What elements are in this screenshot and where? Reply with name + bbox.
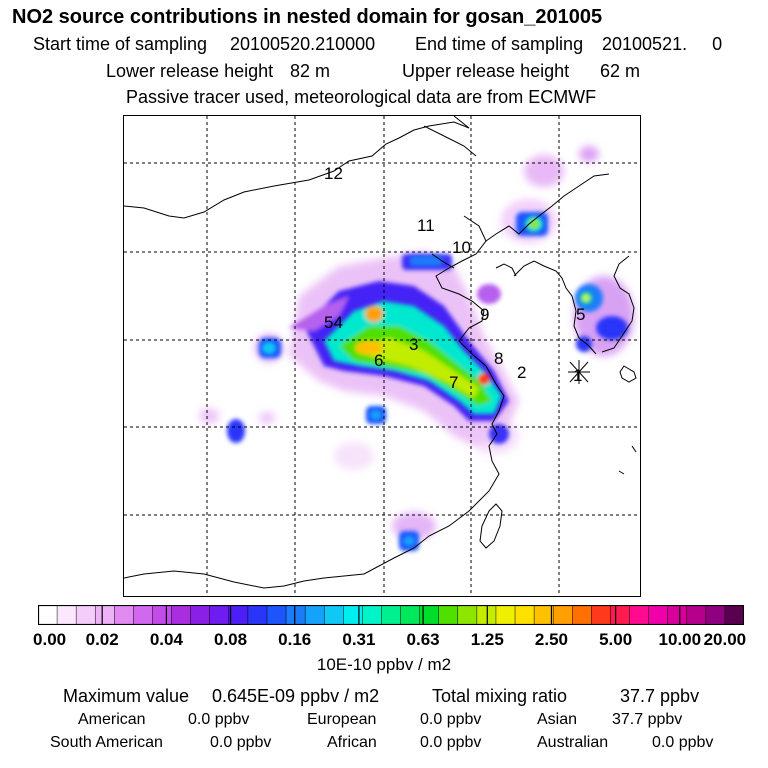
colorbar-cell (285, 605, 306, 625)
lower-release-value: 82 m (290, 61, 331, 81)
colorbar-cell (304, 605, 325, 625)
colorbar-cell (362, 605, 383, 625)
colorbar-cell (629, 605, 650, 625)
colorbar (38, 605, 744, 625)
colorbar-cell (209, 605, 230, 625)
colorbar-cell (190, 605, 211, 625)
colorbar-cell (114, 605, 135, 625)
map-panel: 12 11 10 9 54 3 6 8 7 2 5 1 (123, 115, 641, 597)
region-label-7: 7 (449, 373, 458, 392)
colorbar-tick-label: 10.00 (658, 630, 702, 649)
coastlines (124, 116, 637, 589)
colorbar-tick-label: 20.00 (703, 630, 747, 649)
colorbar-cell (552, 605, 574, 625)
colorbar-cell (343, 605, 364, 625)
colorbar-cell (133, 605, 154, 625)
map-svg: 12 11 10 9 54 3 6 8 7 2 5 1 (124, 116, 640, 596)
source-value-european: 0.0 ppbv (420, 711, 482, 728)
source-name-australian: Australian (537, 734, 609, 751)
total-mixing-value: 37.7 ppbv (620, 686, 700, 706)
source-value-american: 0.0 ppbv (188, 711, 250, 728)
upper-release-label: Upper release height (402, 61, 570, 81)
source-name-african: African (327, 734, 377, 751)
colorbar-cell (514, 605, 535, 625)
region-label-6: 6 (374, 351, 383, 370)
tracer-note: Passive tracer used, meteorological data… (126, 87, 597, 107)
colorbar-cell (533, 605, 554, 625)
end-time-value: 20100521. 0 (602, 34, 723, 54)
start-time-value: 20100520.210000 (230, 34, 376, 54)
colorbar-cell (667, 605, 688, 625)
colorbar-tick-label: 2.50 (534, 630, 568, 649)
colorbar-cell (400, 605, 421, 625)
region-label-3: 3 (409, 335, 418, 354)
start-time-label: Start time of sampling (33, 34, 208, 54)
source-value-asian: 37.7 ppbv (612, 711, 683, 728)
region-label-11: 11 (417, 216, 435, 235)
region-label-1: 1 (573, 366, 582, 385)
colorbar-cell (152, 605, 173, 625)
colorbar-tick-label: 0.02 (85, 630, 119, 649)
upper-release-value: 62 m (600, 61, 641, 81)
colorbar-cell (591, 605, 612, 625)
colorbar-cell (686, 605, 707, 625)
colorbar-cell (648, 605, 669, 625)
graticule (124, 116, 640, 596)
concentration-core (262, 216, 592, 546)
colorbar-tick-label: 0.31 (342, 630, 376, 649)
max-value-label: Maximum value (63, 686, 190, 706)
region-label-10: 10 (452, 238, 471, 257)
region-label-12: 12 (324, 164, 343, 183)
region-labels: 12 11 10 9 54 3 6 8 7 2 5 1 (324, 164, 585, 392)
colorbar-tick-label: 0.63 (406, 630, 440, 649)
source-value-south-american: 0.0 ppbv (210, 734, 272, 751)
colorbar-cell (228, 605, 249, 625)
source-name-south-american: South American (50, 734, 163, 751)
colorbar-cell (457, 605, 478, 625)
region-label-2: 2 (517, 363, 526, 382)
source-value-australian: 0.0 ppbv (652, 734, 714, 751)
colorbar-major-ticks (38, 605, 744, 625)
source-name-european: European (307, 711, 377, 728)
star-receptor-icon (568, 360, 590, 384)
colorbar-cell (724, 605, 744, 625)
max-value: 0.645E-09 ppbv / m2 (212, 686, 380, 706)
colorbar-tick-label: 0.16 (278, 630, 312, 649)
colorbar-cell (94, 605, 116, 625)
colorbar-cell (610, 605, 631, 625)
source-name-asian: Asian (537, 711, 578, 728)
colorbar-cells (38, 605, 744, 625)
colorbar-tick-label: 1.25 (470, 630, 504, 649)
colorbar-tick-label: 0.00 (33, 630, 67, 649)
colorbar-cell (381, 605, 402, 625)
colorbar-frame (38, 605, 744, 625)
colorbar-cell (38, 605, 58, 625)
colorbar-cell (171, 605, 192, 625)
region-label-5: 5 (576, 305, 585, 324)
region-label-9: 9 (480, 305, 489, 324)
colorbar-cell (266, 605, 287, 625)
plot-title: NO2 source contributions in nested domai… (12, 6, 603, 28)
lower-release-label: Lower release height (106, 61, 274, 81)
colorbar-cell (247, 605, 268, 625)
colorbar-tick-label: 5.00 (599, 630, 633, 649)
colorbar-unit: 10E-10 ppbv / m2 (316, 655, 452, 674)
colorbar-cell (495, 605, 516, 625)
end-time-label: End time of sampling (415, 34, 584, 54)
source-name-american: American (78, 711, 146, 728)
region-label-8: 8 (494, 349, 503, 368)
colorbar-cell (438, 605, 459, 625)
source-value-african: 0.0 ppbv (420, 734, 482, 751)
total-mixing-label: Total mixing ratio (432, 686, 568, 706)
colorbar-cell (572, 605, 593, 625)
region-label-54: 54 (324, 313, 343, 332)
colorbar-cell (56, 605, 77, 625)
colorbar-cell (476, 605, 497, 625)
colorbar-cell (75, 605, 96, 625)
colorbar-cell (705, 605, 726, 625)
colorbar-tick-label: 0.04 (149, 630, 183, 649)
colorbar-tick-label: 0.08 (213, 630, 248, 649)
colorbar-cell (323, 605, 345, 625)
